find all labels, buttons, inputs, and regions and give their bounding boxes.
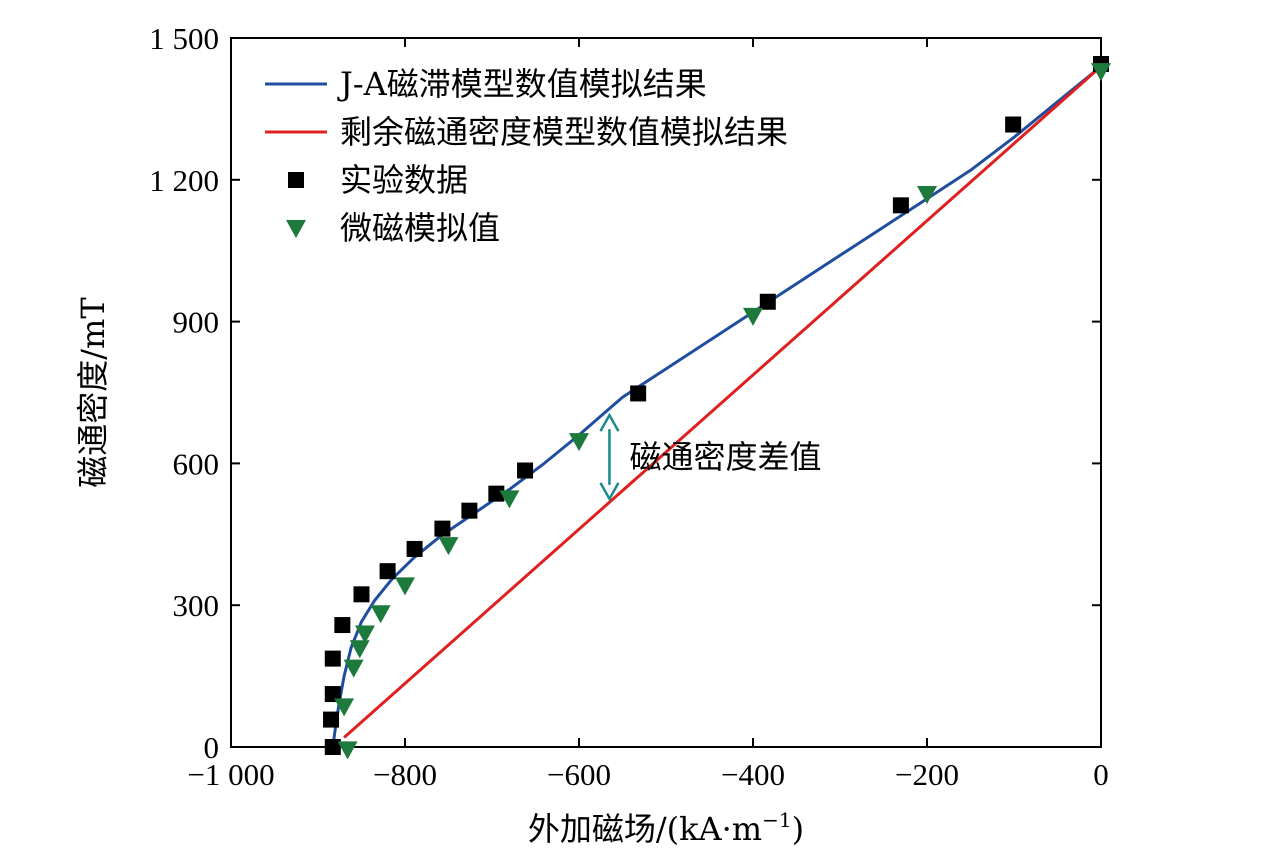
data-point-triangle — [917, 185, 937, 204]
y-tick-label: 0 — [204, 730, 220, 765]
x-tick-label: −200 — [895, 757, 959, 792]
x-tick-label: −1 000 — [187, 757, 274, 792]
y-tick-label: 300 — [173, 588, 220, 623]
data-point-triangle — [743, 307, 763, 326]
data-point-square — [630, 385, 647, 402]
data-point-triangle — [569, 433, 589, 452]
data-point-square — [488, 485, 505, 502]
data-point-triangle — [499, 490, 520, 509]
axis-labels: 外加磁场/(kA·m−1) 磁通密度/mT −1 000 −800 −600 −400… — [74, 21, 1109, 848]
data-point-triangle — [334, 698, 355, 717]
x-tick-label: −800 — [373, 757, 437, 792]
data-point-square — [759, 293, 776, 310]
axes-frame — [230, 37, 1102, 748]
data-point-triangle — [395, 577, 415, 596]
legend-label-2: 实验数据 — [340, 161, 468, 199]
data-point-square — [324, 686, 341, 703]
x-axis-title-main: 外加磁场/(kA·m — [528, 810, 762, 848]
legend-label-0: J-A磁滞模型数值模拟结果 — [337, 65, 707, 103]
x-tick-label: 0 — [1093, 757, 1109, 792]
annotation-label: 磁通密度差值 — [629, 438, 821, 476]
y-tick-label: 600 — [173, 446, 220, 481]
y-axis-title: 磁通密度/mT — [74, 297, 112, 488]
data-point-square — [1005, 116, 1022, 133]
data-point-triangle — [1091, 63, 1111, 82]
legend-swatch-2 — [288, 172, 304, 188]
series-line-1 — [343, 65, 1102, 739]
data-point-triangle — [354, 625, 375, 644]
legend-label-1: 剩余磁通密度模型数值模拟结果 — [340, 113, 788, 151]
data-point-square — [324, 650, 341, 667]
data-point-square — [324, 739, 341, 755]
y-tick-label: 900 — [173, 305, 220, 340]
x-tick-label: −400 — [721, 757, 785, 792]
data-point-triangle — [370, 605, 391, 624]
legend-swatch-3 — [286, 220, 306, 238]
data-point-square — [334, 617, 351, 634]
data-point-square — [892, 197, 909, 214]
data-point-triangle — [438, 537, 459, 556]
data-point-square — [406, 540, 423, 557]
y-tick-label: 1 200 — [149, 163, 219, 198]
x-axis-title-sup: −1 — [762, 808, 791, 832]
annotation-arrow-head-top — [599, 412, 620, 432]
legend-label-3: 微磁模拟值 — [340, 209, 500, 247]
data-point-triangle — [349, 640, 370, 659]
x-axis-title-end: ) — [792, 810, 804, 848]
data-point-square — [379, 563, 396, 580]
data-point-square — [434, 520, 451, 537]
series-layer — [323, 55, 1111, 760]
annotation: 磁通密度差值 — [599, 412, 821, 502]
data-point-triangle — [337, 741, 358, 760]
annotation-arrow-head-bottom — [599, 482, 620, 502]
data-point-triangle — [343, 659, 364, 678]
data-point-square — [517, 462, 534, 479]
y-tick-label: 1 500 — [149, 21, 219, 56]
x-tick-label: −600 — [547, 757, 611, 792]
data-point-square — [323, 711, 340, 728]
x-axis-title: 外加磁场/(kA·m−1) — [528, 808, 804, 848]
plot-frame — [230, 37, 1102, 748]
data-point-square — [461, 502, 478, 519]
data-point-square — [353, 586, 370, 603]
